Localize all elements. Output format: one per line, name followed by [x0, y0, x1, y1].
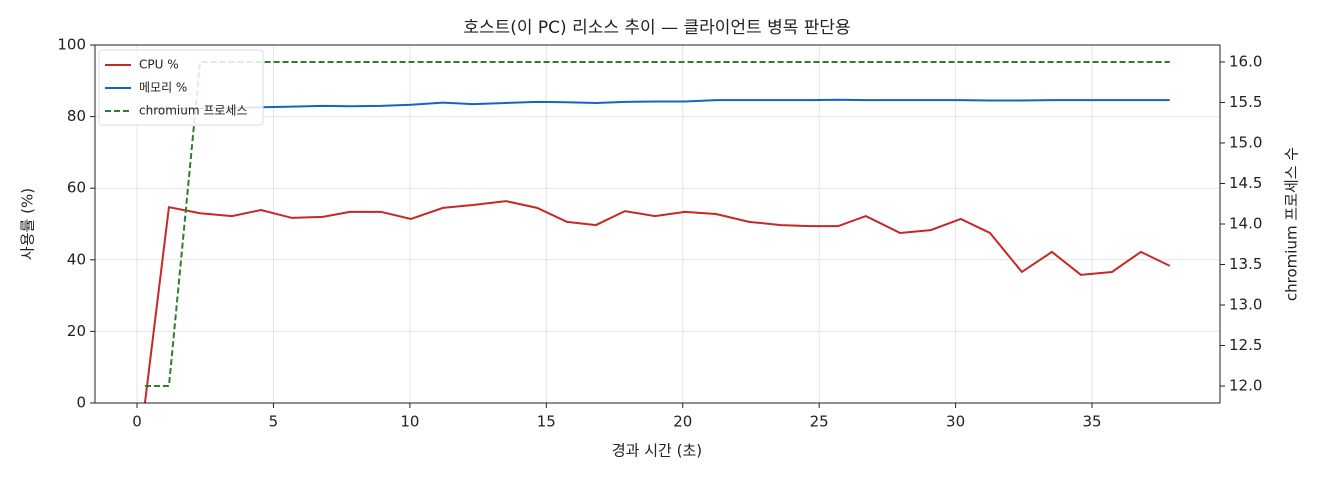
y2-tick-label: 14.0	[1229, 215, 1262, 233]
series-line	[144, 98, 1170, 111]
series-line	[143, 200, 1171, 404]
legend-label: 메모리 %	[139, 81, 187, 95]
y-tick-label: 100	[57, 36, 86, 54]
y2-tick-label: 12.0	[1229, 376, 1262, 394]
y2-axis-label: chromium 프로세스 수	[1283, 147, 1301, 301]
y-tick-label: 60	[67, 179, 86, 197]
y-tick-label: 20	[67, 322, 86, 340]
y-tick-label: 40	[67, 250, 86, 268]
x-tick-label: 25	[810, 413, 829, 431]
series-line	[144, 61, 1170, 387]
legend-box	[98, 49, 264, 126]
chart-title: 호스트(이 PC) 리소스 추이 — 클라이언트 병목 판단용	[463, 18, 850, 38]
y2-tick-label: 13.0	[1229, 295, 1262, 313]
y2-tick-label: 14.5	[1229, 174, 1262, 192]
y2-tick-label: 13.5	[1229, 255, 1262, 273]
x-tick-label: 20	[673, 413, 692, 431]
x-tick-label: 0	[132, 413, 142, 431]
legend-label: chromium 프로세스	[139, 104, 248, 118]
y2-tick-label: 16.0	[1229, 53, 1262, 71]
x-tick-label: 35	[1082, 413, 1101, 431]
legend-label: CPU %	[139, 58, 179, 72]
legend: CPU % 메모리 % chromium 프로세스	[98, 49, 264, 126]
y2-tick-label: 15.5	[1229, 93, 1262, 111]
x-tick-label: 15	[537, 413, 556, 431]
y2-tick-label: 15.0	[1229, 134, 1262, 152]
x-tick-label: 30	[946, 413, 965, 431]
x-axis-label: 경과 시간 (초)	[612, 442, 702, 460]
x-tick-label: 5	[269, 413, 279, 431]
y2-tick-label: 12.5	[1229, 336, 1262, 354]
x-tick-label: 10	[400, 413, 419, 431]
y-tick-label: 0	[76, 394, 86, 412]
plot-frame	[94, 44, 1221, 404]
y-axis-label: 사용률 (%)	[19, 188, 37, 260]
y-tick-label: 80	[67, 107, 86, 125]
